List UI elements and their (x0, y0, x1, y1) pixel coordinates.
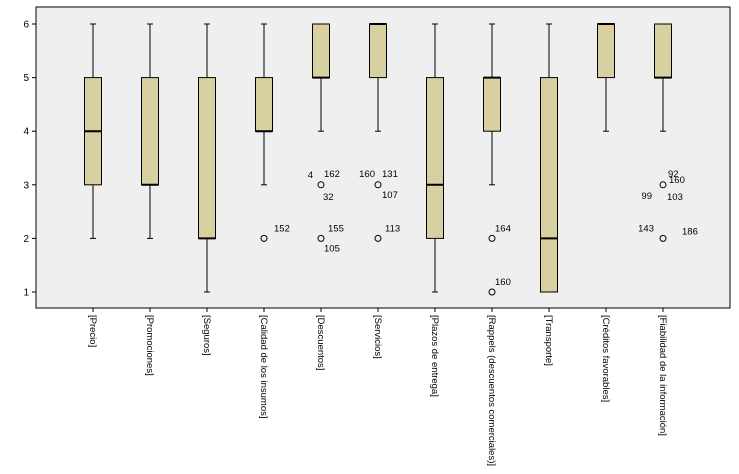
outlier-point (488, 288, 496, 296)
outlier-label: 32 (323, 192, 334, 203)
box-iqr (141, 77, 159, 186)
outlier-label: 92 (668, 169, 679, 180)
x-axis: [Precio] [Promociones] [Seguros] [Calidad d… (87, 308, 668, 466)
x-tick-label: [Plazos de entrega] (429, 315, 440, 397)
box-iqr (597, 23, 615, 79)
box-9 (597, 23, 615, 132)
box-iqr (312, 23, 330, 79)
x-tick-label: [Promociones] (144, 315, 155, 376)
box-7: 164 160 (483, 23, 511, 296)
y-tick-label: 5 (23, 73, 29, 84)
outlier-point (317, 181, 325, 189)
y-tick-label: 2 (23, 234, 29, 245)
outlier-label: 160 (669, 175, 685, 186)
outlier-label: 107 (382, 190, 398, 201)
x-tick-label: [Rappels (descuentos comerciales)] (486, 315, 497, 466)
outlier-point (317, 234, 325, 242)
box-3: 152 (255, 23, 290, 242)
outlier-label: 99 (641, 191, 652, 202)
outlier-point (488, 234, 496, 242)
box-iqr (426, 77, 444, 239)
y-tick-label: 4 (23, 127, 29, 138)
outlier-point (374, 181, 382, 189)
outlier-label: 152 (274, 223, 290, 234)
box-2 (198, 23, 216, 293)
outlier-label: 155 (328, 223, 344, 234)
outlier-label: 143 (638, 223, 654, 234)
box-iqr (540, 77, 558, 293)
x-tick-label: [Transporte] (543, 315, 554, 366)
x-tick-label: [Servicios] (372, 315, 383, 359)
outlier-point (260, 234, 268, 242)
outlier-label: 164 (495, 223, 511, 234)
y-tick-label: 6 (23, 20, 29, 31)
box-iqr (654, 23, 672, 79)
x-tick-label: [Calidad de los insumos] (258, 315, 269, 419)
x-tick-label: [Descuentos] (315, 315, 326, 370)
outlier-label: 160 (495, 277, 511, 288)
box-iqr (483, 77, 501, 132)
x-tick-label: [Precio] (87, 315, 98, 347)
outlier-point (374, 234, 382, 242)
outlier-label: 113 (385, 223, 400, 234)
y-axis: 1 2 3 4 5 6 (23, 20, 36, 299)
box-4: 4 162 32 155 105 (308, 23, 344, 254)
outlier-point (659, 234, 667, 242)
outlier-label: 103 (667, 192, 683, 203)
y-tick-label: 1 (23, 288, 29, 299)
outlier-label: 131 (382, 169, 398, 180)
outlier-label: 186 (682, 226, 698, 237)
box-5: 160 131 107 113 (359, 23, 400, 242)
outlier-label: 105 (324, 243, 340, 254)
box-6 (426, 23, 444, 293)
outlier-label: 160 (359, 169, 375, 180)
box-iqr (198, 77, 216, 239)
outlier-label: 4 (308, 170, 313, 181)
outlier-label: 162 (324, 169, 340, 180)
box-0 (84, 23, 102, 239)
box-8 (540, 23, 558, 293)
x-tick-label: [Créditos favorables] (600, 315, 611, 402)
box-iqr (255, 77, 273, 132)
x-tick-label: [Seguros] (201, 315, 212, 356)
x-tick-label: [Fiabilidad de la información] (657, 315, 668, 436)
box-1 (141, 23, 159, 239)
y-tick-label: 3 (23, 180, 29, 191)
box-iqr (369, 23, 387, 79)
outlier-point (659, 181, 667, 189)
